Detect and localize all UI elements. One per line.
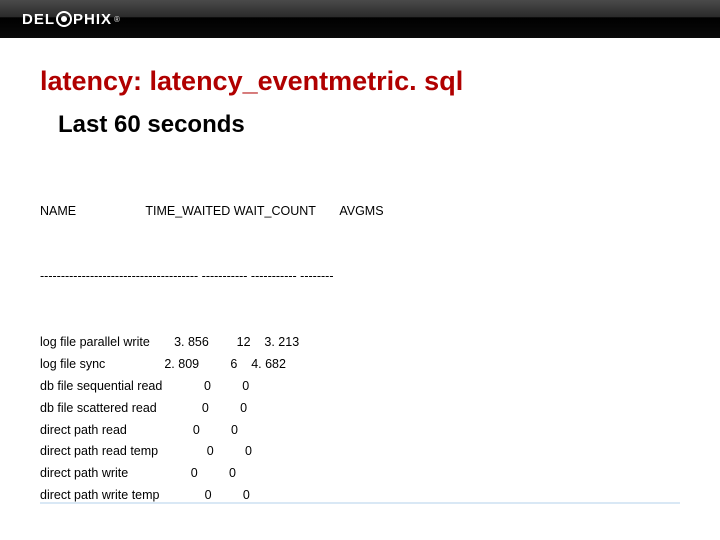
brand-post: PHIX — [73, 11, 112, 28]
query-row: log file parallel write 3. 856 12 3. 213 — [40, 332, 680, 354]
query-row: direct path read temp 0 0 — [40, 441, 680, 463]
registered-icon: ® — [114, 15, 121, 24]
brand-text: DEL PHIX ® — [22, 11, 121, 28]
brand-logo: DEL PHIX ® — [22, 6, 121, 32]
slide-subtitle: Last 60 seconds — [58, 111, 680, 139]
query-row: direct path write 0 0 — [40, 463, 680, 485]
query-row: direct path read 0 0 — [40, 420, 680, 442]
query-row: db file scattered read 0 0 — [40, 398, 680, 420]
brand-pre: DEL — [22, 11, 55, 28]
query-header: NAME TIME_WAITED WAIT_COUNT AVGMS — [40, 201, 680, 223]
slide-content: latency: latency_eventmetric. sql Last 6… — [0, 66, 720, 540]
query-rows: log file parallel write 3. 856 12 3. 213… — [40, 332, 680, 507]
query-row: log file sync 2. 809 6 4. 682 — [40, 354, 680, 376]
slide-title: latency: latency_eventmetric. sql — [40, 66, 680, 97]
brand-ring-icon — [56, 11, 72, 27]
query-output: NAME TIME_WAITED WAIT_COUNT AVGMS ------… — [40, 157, 680, 540]
footer-rule — [40, 502, 680, 504]
query-row: db file sequential read 0 0 — [40, 376, 680, 398]
topbar: DEL PHIX ® — [0, 0, 720, 38]
query-separator: -------------------------------------- -… — [40, 266, 680, 288]
